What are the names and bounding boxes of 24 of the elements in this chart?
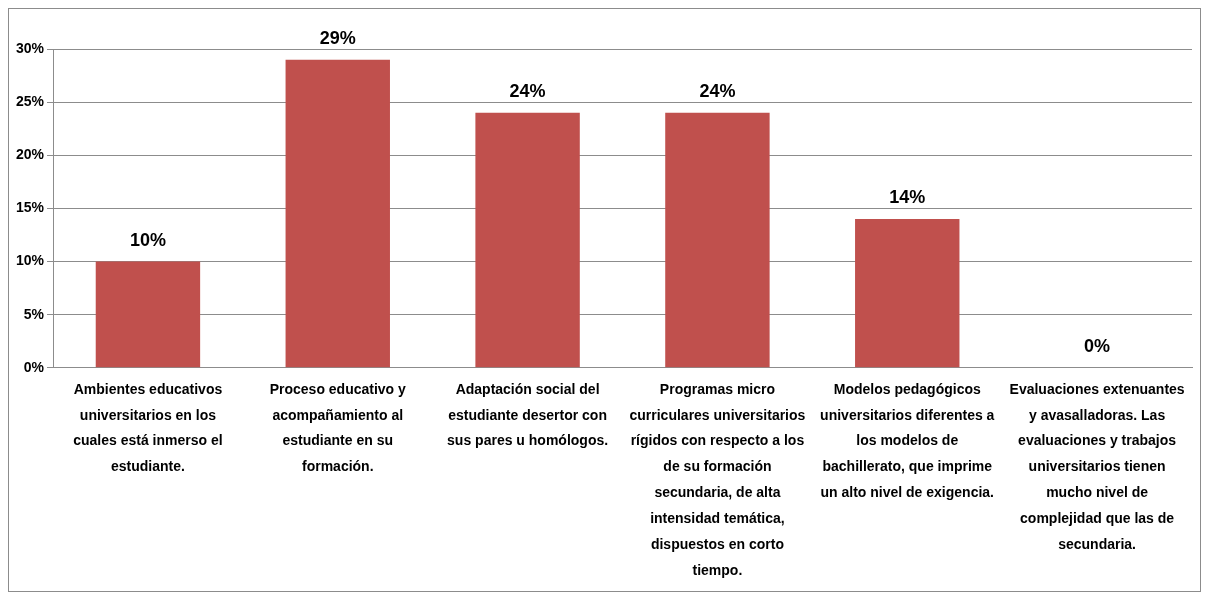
data-label: 10%	[129, 229, 166, 250]
bar	[475, 112, 580, 368]
bar	[665, 112, 770, 368]
x-tick-label: Programas micro curriculares universitarios rígidos con respecto a los de su formación secundaria, de alta intensidad temática, dispuestos en corto tiempo.	[629, 380, 806, 578]
y-tick-label: 30%	[15, 39, 45, 56]
y-tick-label: 5%	[23, 305, 45, 322]
y-tick-label: 20%	[15, 146, 45, 163]
x-tick-label: Ambientes educativos universitarios en los cuales está inmerso el estudiante.	[73, 380, 223, 475]
data-label: 29%	[319, 27, 356, 48]
x-tick-label: Proceso educativo y acompañamiento al estudiante en su formación.	[269, 380, 407, 475]
bar	[855, 219, 960, 368]
y-tick-label: 0%	[23, 358, 45, 375]
bar	[95, 261, 201, 368]
data-label: 24%	[699, 80, 736, 101]
data-label: 24%	[509, 80, 546, 101]
x-tick-label: Modelos pedagógicos universitarios diferentes a los modelos de bachillerato, que imprime un alto nivel de exigencia.	[820, 380, 995, 501]
bar	[285, 59, 390, 368]
x-tick-label: Adaptación social del estudiante desertor con sus pares u homólogos.	[447, 380, 609, 449]
y-tick-label: 25%	[15, 92, 45, 109]
x-tick-label: Evaluaciones extenuantes y avasalladoras. Las evaluaciones y trabajos universitarios tienen mucho nivel de complejidad que las de secundaria.	[1009, 380, 1185, 553]
y-tick-label: 10%	[15, 252, 45, 269]
data-label: 14%	[889, 187, 926, 207]
data-label: 0%	[1084, 335, 1111, 356]
y-tick-label: 15%	[15, 199, 45, 216]
